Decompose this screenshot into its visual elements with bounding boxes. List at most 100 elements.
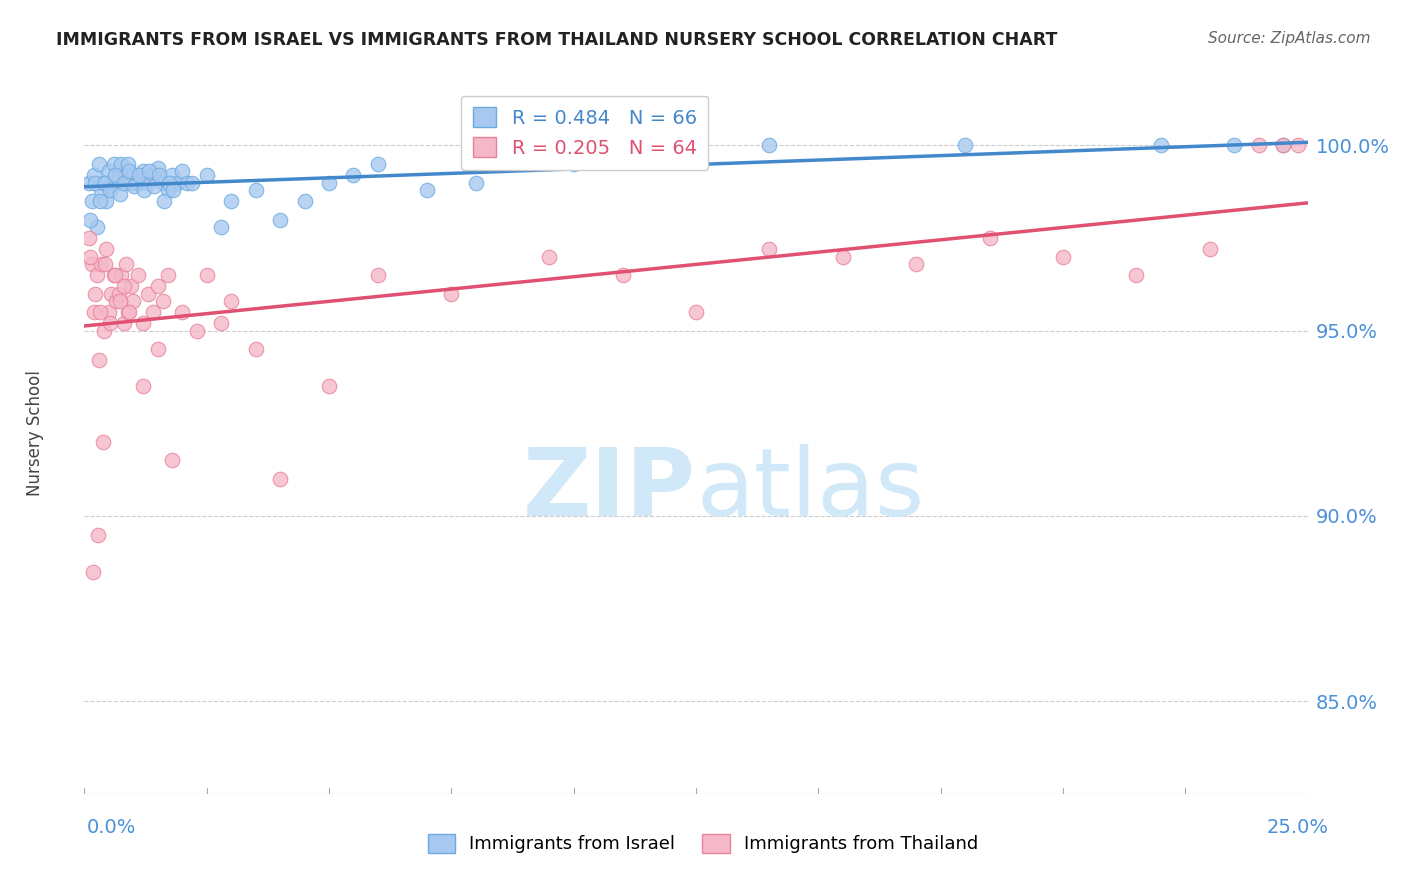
Point [195,168,218,182]
Point [98,316,121,330]
Point [269,472,291,486]
Point [115,257,138,271]
Point [100,286,122,301]
Point [245,183,267,197]
Point [83,305,105,319]
Point [94,176,117,190]
Legend: Immigrants from Israel, Immigrants from Thailand: Immigrants from Israel, Immigrants from … [420,827,986,861]
Legend: R = 0.484   N = 66, R = 0.205   N = 64: R = 0.484 N = 66, R = 0.205 N = 64 [461,95,709,169]
Point [953,138,976,153]
Point [132,316,155,330]
Point [104,268,127,282]
Point [1150,138,1173,153]
Point [142,168,165,182]
Point [831,250,853,264]
Point [96,242,118,256]
Point [181,176,204,190]
Point [84,176,107,190]
Point [1272,138,1295,153]
Point [162,183,184,197]
Point [77,176,100,190]
Point [103,157,125,171]
Point [1223,138,1246,153]
Point [79,250,101,264]
Text: 25.0%: 25.0% [1267,818,1329,838]
Point [118,164,141,178]
Point [122,294,145,309]
Point [1247,138,1270,153]
Point [152,194,174,208]
Point [86,268,108,282]
Point [93,324,115,338]
Point [905,257,928,271]
Point [103,268,125,282]
Point [294,194,316,208]
Point [122,168,145,182]
Point [79,212,101,227]
Point [142,179,165,194]
Point [562,157,585,171]
Point [108,186,131,201]
Point [107,286,129,301]
Point [209,316,232,330]
Point [132,183,155,197]
Point [100,179,122,194]
Point [94,257,117,271]
Text: atlas: atlas [696,444,924,536]
Point [122,179,145,194]
Point [105,294,128,309]
Point [136,286,159,301]
Point [440,286,463,301]
Point [87,157,110,171]
Text: ZIP: ZIP [523,444,696,536]
Point [87,353,110,368]
Text: IMMIGRANTS FROM ISRAEL VS IMMIGRANTS FROM THAILAND NURSERY SCHOOL CORRELATION CH: IMMIGRANTS FROM ISRAEL VS IMMIGRANTS FRO… [56,31,1057,49]
Point [142,305,165,319]
Point [162,168,184,182]
Point [120,279,142,293]
Point [115,168,138,182]
Point [120,176,142,190]
Point [176,176,198,190]
Point [685,305,707,319]
Point [464,176,486,190]
Point [117,305,139,319]
Point [166,176,188,190]
Point [82,565,104,579]
Point [219,194,242,208]
Point [758,242,780,256]
Point [138,164,160,178]
Point [114,176,136,190]
Point [152,294,174,309]
Point [219,294,242,309]
Point [108,294,131,309]
Point [367,268,389,282]
Point [1198,242,1220,256]
Point [152,176,174,190]
Point [156,183,179,197]
Point [209,219,232,234]
Point [80,194,103,208]
Text: 0.0%: 0.0% [87,818,136,838]
Point [98,183,121,197]
Point [172,305,194,319]
Point [110,157,132,171]
Point [77,231,100,245]
Point [367,157,389,171]
Point [104,168,127,182]
Point [1286,138,1309,153]
Point [136,176,159,190]
Point [342,168,364,182]
Point [416,183,439,197]
Point [146,279,169,293]
Point [146,343,169,357]
Point [89,305,111,319]
Point [127,268,149,282]
Point [97,164,120,178]
Point [132,379,155,393]
Point [114,279,136,293]
Point [1125,268,1147,282]
Point [80,257,103,271]
Point [97,305,120,319]
Point [90,257,112,271]
